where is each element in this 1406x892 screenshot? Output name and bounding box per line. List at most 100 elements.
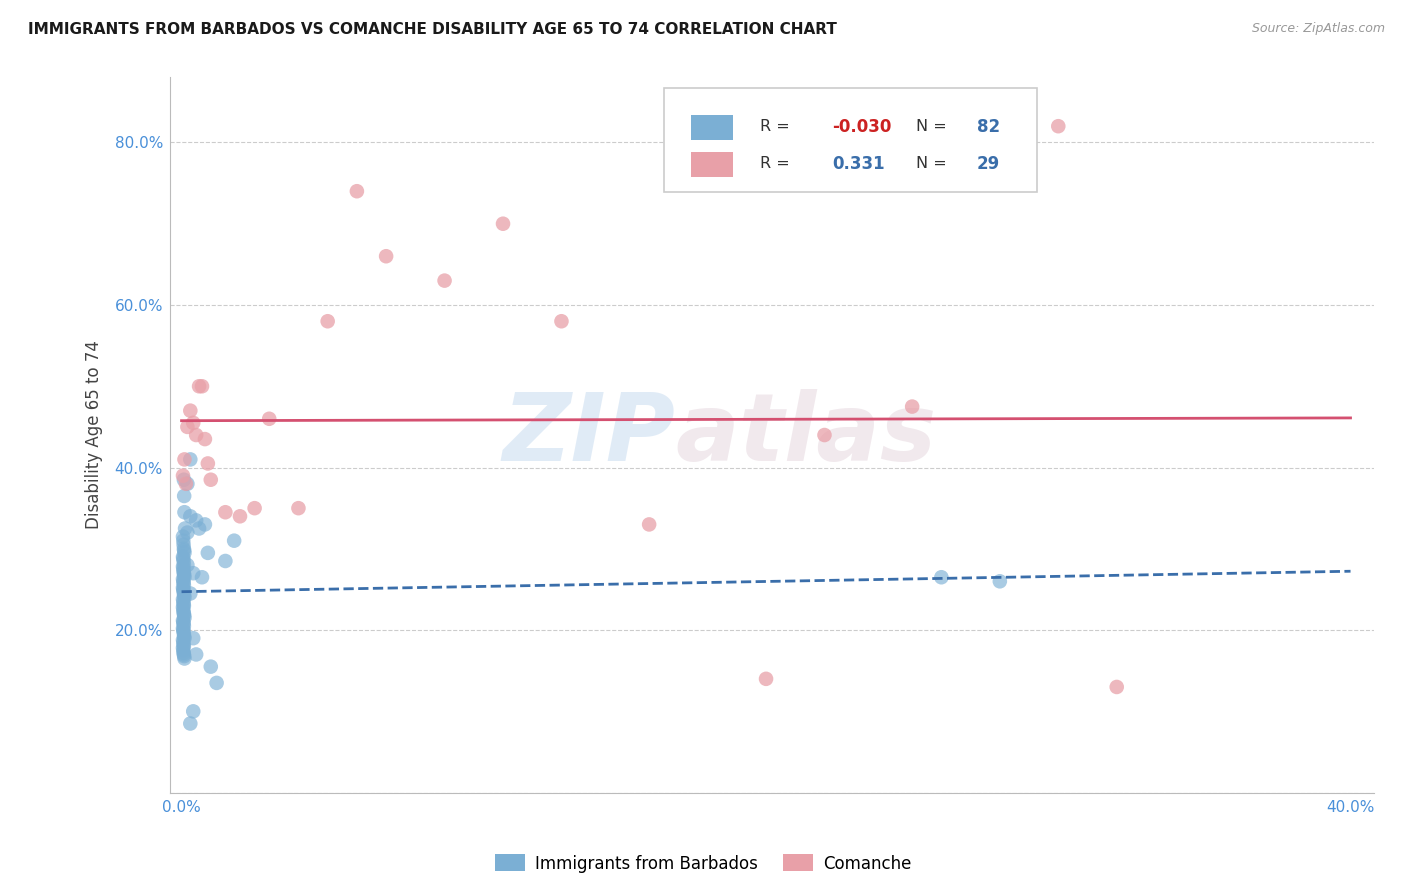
Text: R =: R =	[759, 156, 790, 171]
Point	[200, 659, 222, 673]
Point	[172, 635, 194, 649]
Point	[229, 509, 252, 524]
Point	[173, 649, 195, 664]
Point	[257, 411, 280, 425]
Point	[224, 533, 246, 548]
Point	[181, 566, 204, 581]
Point	[194, 517, 217, 532]
Point	[813, 428, 835, 442]
Point	[316, 314, 339, 328]
Point	[205, 676, 228, 690]
Point	[550, 314, 572, 328]
Point	[173, 578, 195, 592]
Point	[174, 521, 197, 535]
Point	[176, 525, 198, 540]
Point	[172, 549, 194, 564]
Point	[176, 476, 198, 491]
Point	[1105, 680, 1128, 694]
Point	[173, 627, 195, 641]
Point	[173, 586, 195, 600]
Point	[173, 541, 195, 556]
Point	[214, 554, 236, 568]
Point	[173, 566, 195, 581]
Point	[197, 546, 219, 560]
Point	[172, 582, 194, 597]
Point	[173, 611, 195, 625]
Bar	[692, 152, 734, 177]
Text: IMMIGRANTS FROM BARBADOS VS COMANCHE DISABILITY AGE 65 TO 74 CORRELATION CHART: IMMIGRANTS FROM BARBADOS VS COMANCHE DIS…	[28, 22, 837, 37]
Point	[186, 513, 208, 527]
Point	[173, 546, 195, 560]
Point	[179, 509, 201, 524]
Point	[988, 574, 1011, 589]
Point	[174, 476, 197, 491]
Point	[173, 605, 195, 619]
Point	[191, 379, 214, 393]
Point	[173, 543, 195, 558]
Point	[173, 619, 195, 633]
Point	[173, 565, 195, 579]
Text: -0.030: -0.030	[832, 118, 891, 136]
Point	[172, 468, 194, 483]
Point	[172, 574, 194, 589]
Point	[492, 217, 515, 231]
Point	[931, 570, 953, 584]
Point	[173, 473, 195, 487]
Point	[172, 530, 194, 544]
Point	[173, 576, 195, 591]
Point	[287, 501, 309, 516]
Point	[173, 630, 195, 644]
Point	[173, 640, 195, 654]
Point	[172, 615, 194, 629]
Point	[179, 586, 201, 600]
Point	[172, 581, 194, 595]
Point	[186, 428, 208, 442]
Point	[172, 643, 194, 657]
Point	[172, 551, 194, 566]
Legend: Immigrants from Barbados, Comanche: Immigrants from Barbados, Comanche	[488, 847, 918, 880]
Point	[214, 505, 236, 519]
Point	[173, 607, 195, 621]
Point	[179, 716, 201, 731]
Bar	[692, 115, 734, 140]
Point	[191, 570, 214, 584]
Point	[179, 452, 201, 467]
Point	[173, 638, 195, 652]
Point	[181, 631, 204, 645]
Point	[901, 400, 924, 414]
Point	[755, 672, 778, 686]
Point	[433, 274, 456, 288]
Point	[173, 599, 195, 613]
Point	[346, 184, 368, 198]
Y-axis label: Disability Age 65 to 74: Disability Age 65 to 74	[86, 341, 103, 530]
Point	[200, 473, 222, 487]
Point	[172, 622, 194, 636]
FancyBboxPatch shape	[664, 88, 1036, 192]
Text: Source: ZipAtlas.com: Source: ZipAtlas.com	[1251, 22, 1385, 36]
Text: ZIP: ZIP	[503, 389, 675, 481]
Point	[173, 554, 195, 568]
Point	[173, 567, 195, 582]
Point	[173, 570, 195, 584]
Text: R =: R =	[759, 120, 790, 135]
Point	[172, 640, 194, 655]
Point	[176, 420, 198, 434]
Point	[173, 608, 195, 623]
Text: N =: N =	[917, 156, 948, 171]
Point	[173, 588, 195, 602]
Point	[172, 613, 194, 627]
Point	[181, 704, 204, 718]
Text: atlas: atlas	[675, 389, 936, 481]
Text: 0.331: 0.331	[832, 155, 884, 173]
Point	[173, 646, 195, 660]
Point	[172, 632, 194, 647]
Point	[188, 521, 211, 535]
Text: N =: N =	[917, 120, 948, 135]
Point	[638, 517, 661, 532]
Point	[172, 562, 194, 576]
Point	[173, 648, 195, 662]
Point	[176, 558, 198, 572]
Point	[173, 489, 195, 503]
Point	[172, 603, 194, 617]
Point	[194, 432, 217, 446]
